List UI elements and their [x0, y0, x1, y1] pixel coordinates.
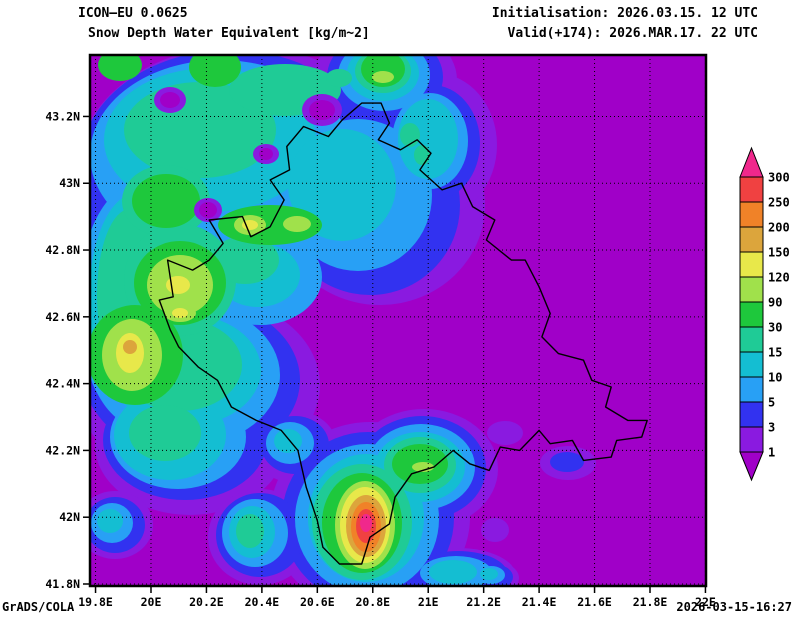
colorbar-arrow-top	[739, 146, 764, 178]
colorbar-segment-L30	[739, 301, 764, 328]
snow-blob-L30	[361, 55, 405, 87]
snow-blob-L30	[132, 174, 200, 228]
colorbar-segment-L200	[739, 201, 764, 228]
plot-area: 19.8E 20E 20.2E 20.4E 20.6E 20.8E 21E 21.2E 21.4…	[45, 53, 716, 609]
snow-blob-L0	[259, 148, 273, 160]
colorbar-label: 10	[768, 371, 782, 385]
y-tick-label: 43N	[59, 176, 80, 190]
x-tick-label: 20E	[141, 595, 162, 609]
colorbar-arrow-bottom	[739, 451, 764, 482]
colorbar-label: 15	[768, 346, 782, 360]
snow-blob-L120	[166, 276, 190, 294]
colorbar-label: 150	[768, 246, 790, 260]
y-tick-label: 42.4N	[45, 377, 80, 391]
colorbar-segment-L250	[739, 176, 764, 203]
grads-credit: GrADS/COLA	[2, 600, 75, 614]
colorbar-segment-L10	[739, 351, 764, 378]
x-tick-label: 20.6E	[300, 595, 335, 609]
x-tick-label: 21.6E	[577, 595, 612, 609]
colorbar-segment-L3	[739, 401, 764, 428]
colorbar-label: 200	[768, 221, 790, 235]
x-tick-label: 19.8E	[78, 595, 113, 609]
x-tick-label: 21.2E	[466, 595, 501, 609]
axes: 19.8E 20E 20.2E 20.4E 20.6E 20.8E 21E 21.2E 21.4…	[45, 109, 716, 609]
snow-blob-L150	[123, 340, 137, 354]
colorbar-label: 5	[768, 396, 775, 410]
y-tick-label: 42.6N	[45, 310, 80, 324]
field-title: Snow Depth Water Equivalent [kg/m~2]	[88, 26, 370, 41]
snow-blob-L30	[98, 55, 142, 81]
colorbar-label: 1	[768, 446, 775, 460]
snow-blob-L120	[172, 308, 188, 318]
snow-blob-L0	[309, 100, 335, 120]
snow-blob-L10	[480, 568, 498, 580]
colorbar-segment-L5	[739, 376, 764, 403]
snow-blob-L15	[326, 69, 352, 87]
y-tick-label: 42.2N	[45, 443, 80, 457]
colorbar: 300 250 200 150 120 90 30 15 10 5 3 1	[739, 146, 790, 482]
snow-blob-L10	[97, 509, 123, 533]
snow-blob-L0	[199, 202, 217, 218]
x-tick-label: 22E	[695, 595, 716, 609]
valid-time-label: Valid(+174): 2026.MAR.17. 22 UTC	[507, 26, 758, 41]
snow-blob-L90	[412, 462, 434, 472]
model-title: ICON–EU 0.0625	[78, 6, 188, 21]
colorbar-segment-L15	[739, 326, 764, 353]
colorbar-label: 3	[768, 421, 775, 435]
snow-blob-L10	[429, 560, 477, 584]
snow-blob-L90	[372, 71, 394, 83]
x-tick-label: 21E	[418, 595, 439, 609]
snow-blob-L1	[487, 421, 523, 445]
x-tick-label: 20.8E	[355, 595, 390, 609]
snow-blob-L10	[288, 129, 396, 241]
snow-blob-L1	[481, 518, 509, 542]
colorbar-label: 250	[768, 196, 790, 210]
snow-blob-L3	[550, 452, 584, 472]
snow-blob-L15	[414, 145, 430, 165]
colorbar-segment-L120	[739, 251, 764, 278]
colorbar-segment-L1	[739, 426, 764, 453]
init-time-label: Initialisation: 2026.03.15. 12 UTC	[491, 6, 758, 21]
snow-blob-L300	[360, 514, 372, 532]
snow-blob-L120	[242, 220, 258, 230]
plot-frame	[88, 53, 708, 588]
snow-blob-L0	[160, 92, 180, 108]
colorbar-segment-L150	[739, 226, 764, 253]
render-timestamp: 2026-03-15-16:27	[676, 600, 792, 614]
snow-blob-L15	[129, 405, 201, 461]
country-border	[158, 102, 648, 565]
snow-blob-L90	[283, 216, 311, 232]
snow-blob-L15	[236, 514, 264, 548]
colorbar-label: 120	[768, 271, 790, 285]
y-tick-label: 42N	[59, 510, 80, 524]
colorbar-label: 300	[768, 171, 790, 185]
snow-blob-L30	[189, 55, 241, 87]
snow-blob-L30	[218, 205, 322, 245]
y-tick-label: 43.2N	[45, 109, 80, 123]
colorbar-segment-L90	[739, 276, 764, 303]
snow-field	[90, 55, 596, 586]
x-tick-label: 21.4E	[522, 595, 557, 609]
colorbar-label: 90	[768, 296, 782, 310]
y-tick-label: 42.8N	[45, 243, 80, 257]
x-tick-label: 20.2E	[189, 595, 224, 609]
x-tick-label: 21.8E	[633, 595, 668, 609]
x-tick-label: 20.4E	[245, 595, 280, 609]
y-tick-label: 41.8N	[45, 577, 80, 591]
colorbar-label: 30	[768, 321, 782, 335]
graticule	[90, 55, 706, 586]
